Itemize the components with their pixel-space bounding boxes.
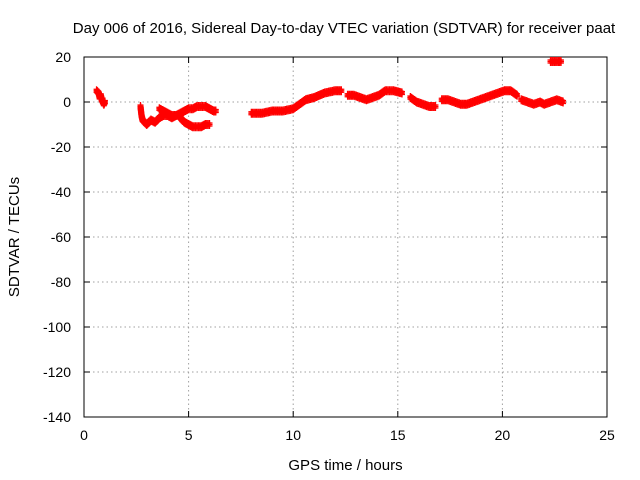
y-tick-label: -40 [51,184,71,200]
y-tick-label: -60 [51,229,71,245]
data-point [557,60,564,66]
y-tick-label: -120 [43,364,71,380]
data-series [93,57,567,132]
data-point [560,100,567,107]
y-tick-label: -80 [51,274,71,290]
data-point [514,93,521,100]
x-tick-label: 10 [285,427,301,443]
grid [84,57,607,417]
y-tick-label: 0 [63,94,71,110]
data-point [338,89,345,96]
x-axis-label: GPS time / hours [288,457,402,474]
y-axis-label: SDTVAR / TECUs [6,177,23,297]
y-tick-label: 20 [55,49,71,65]
x-tick-label: 20 [495,427,511,443]
x-tick-label: 15 [390,427,406,443]
y-tick-label: -100 [43,319,71,335]
x-tick-label: 25 [599,427,615,443]
data-point [398,91,405,98]
x-tick-label: 5 [185,427,193,443]
series-sdtvar [93,57,567,132]
data-point [101,100,108,107]
chart-title: Day 006 of 2016, Sidereal Day-to-day VTE… [73,20,616,37]
ticks: 0 5 10 15 20 25 20 0 -20 -40 -60 -80 -100 -120 -140 [43,49,615,443]
data-point [212,109,219,116]
y-tick-label: -20 [51,139,71,155]
data-point [432,105,439,111]
data-point [206,123,213,129]
y-tick-label: -140 [43,409,71,425]
x-tick-label: 0 [80,427,88,443]
